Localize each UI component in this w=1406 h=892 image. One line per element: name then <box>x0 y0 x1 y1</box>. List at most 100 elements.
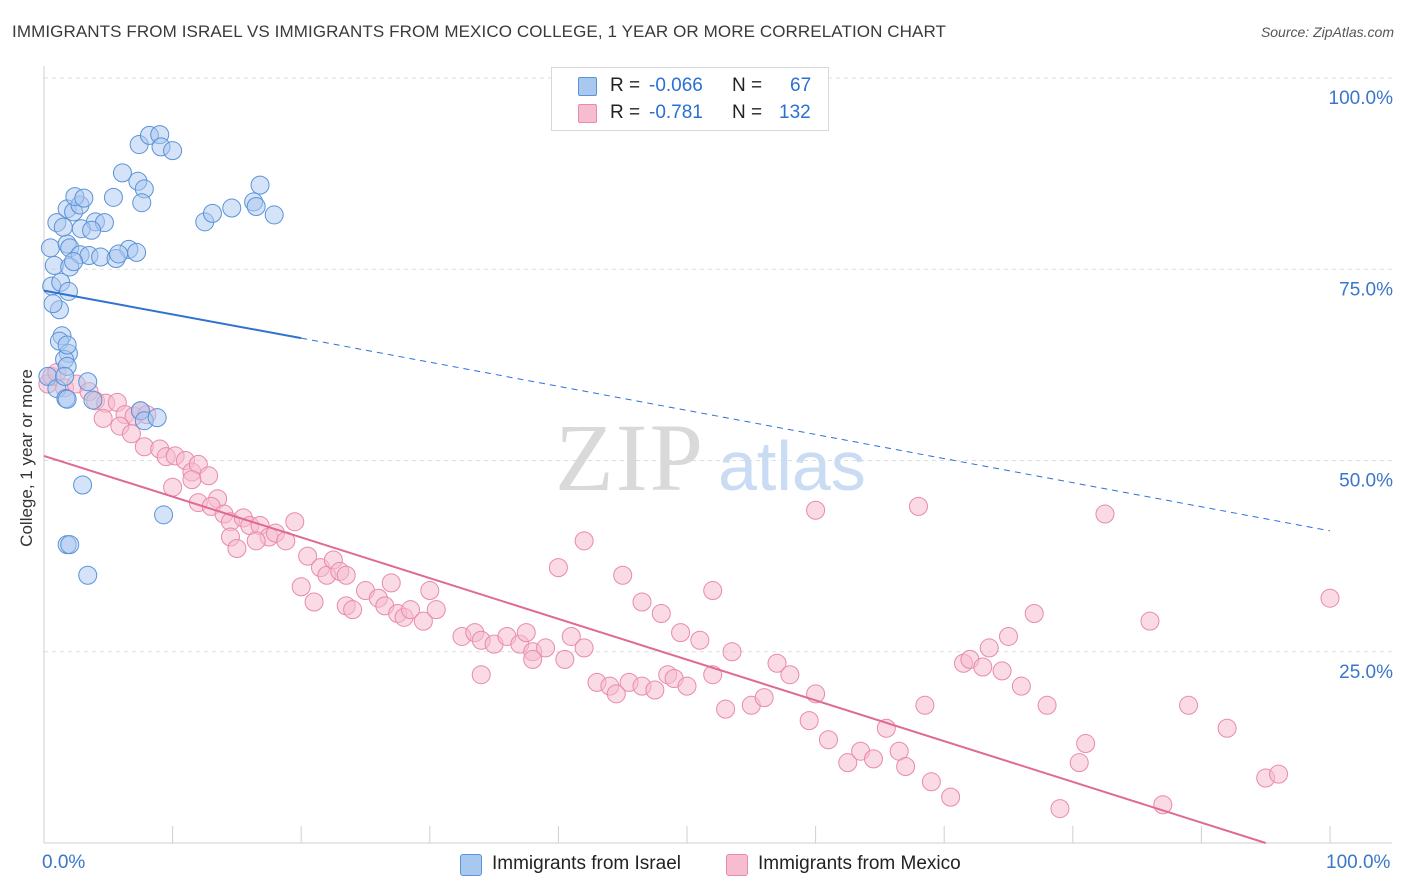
mexico-point <box>703 581 723 601</box>
mexico-point <box>979 638 999 658</box>
israel-point <box>202 203 222 223</box>
mexico-point <box>121 424 141 444</box>
mexico-point <box>921 772 941 792</box>
mexico-point <box>1050 799 1070 819</box>
mexico-point <box>182 470 202 490</box>
mexico-n-value: 132 <box>779 102 811 123</box>
mexico-point <box>1179 695 1199 715</box>
y-tick-label-25: 25.0% <box>1339 662 1393 683</box>
mexico-point <box>606 684 626 704</box>
israel-point <box>127 242 147 262</box>
axes <box>43 66 1392 844</box>
mexico-point <box>613 565 633 585</box>
mexico-point <box>863 749 883 769</box>
mexico-point <box>671 623 691 643</box>
israel-point <box>163 141 183 161</box>
mexico-point <box>555 649 575 669</box>
mexico-point <box>1076 734 1096 754</box>
watermark-zip: ZIP <box>555 404 705 511</box>
mexico-point <box>838 753 858 773</box>
israel-point <box>78 372 98 392</box>
mexico-point <box>1320 588 1340 608</box>
watermark-atlas: atlas <box>718 427 866 505</box>
mexico-point <box>651 604 671 623</box>
israel-legend-label: Immigrants from Israel <box>492 853 681 874</box>
israel-point <box>78 565 98 585</box>
israel-point <box>132 193 152 213</box>
mexico-point <box>999 626 1018 646</box>
israel-point <box>246 197 266 217</box>
mexico-point <box>163 477 183 497</box>
israel-r-label: R = <box>610 75 641 96</box>
israel-swatch <box>578 77 597 96</box>
mexico-r-label: R = <box>610 102 641 123</box>
israel-point <box>147 408 167 428</box>
y-tick-labels: 25.0% 50.0% 75.0% 100.0% <box>1329 88 1394 683</box>
x-tick-min: 0.0% <box>42 852 86 873</box>
chart-title: IMMIGRANTS FROM ISRAEL VS IMMIGRANTS FRO… <box>12 22 947 41</box>
israel-point <box>83 390 103 410</box>
mexico-point <box>420 581 440 601</box>
israel-n-label: N = <box>732 75 763 96</box>
mexico-point <box>548 558 568 578</box>
gridlines <box>44 77 1392 653</box>
y-tick-label-75: 75.0% <box>1339 279 1393 300</box>
mexico-point <box>896 757 916 776</box>
israel-point <box>264 205 284 225</box>
mexico-point <box>1069 753 1089 773</box>
mexico-point <box>227 538 247 558</box>
mexico-point <box>767 653 787 673</box>
watermark: ZIP atlas <box>555 404 866 511</box>
mexico-point <box>632 592 652 612</box>
mexico-point <box>992 661 1012 681</box>
mexico-point <box>413 611 433 631</box>
mexico-point <box>690 630 710 650</box>
israel-point <box>53 217 73 237</box>
mexico-point <box>1011 676 1031 696</box>
mexico-point <box>754 688 774 708</box>
mexico-point <box>915 695 935 715</box>
israel-point <box>73 475 93 495</box>
mexico-point <box>426 600 446 620</box>
mexico-point <box>381 573 401 593</box>
mexico-n-label: N = <box>732 102 763 123</box>
mexico-point <box>523 649 543 669</box>
trend-lines <box>43 289 1331 844</box>
israel-point <box>60 535 80 555</box>
mexico-point <box>298 546 318 566</box>
israel-point <box>58 281 78 301</box>
israel-point <box>222 198 242 218</box>
israel-point <box>250 175 270 195</box>
israel-n-value: 67 <box>790 75 812 96</box>
mexico-point <box>1037 695 1057 715</box>
y-tick-label-50: 50.0% <box>1339 471 1393 492</box>
mexico-point <box>561 626 581 646</box>
mexico-point <box>291 577 311 597</box>
mexico-point <box>401 600 421 620</box>
mexico-legend-label: Immigrants from Mexico <box>758 853 961 874</box>
israel-point <box>154 505 174 525</box>
y-tick-label-100: 100.0% <box>1329 88 1394 109</box>
mexico-point <box>199 466 219 486</box>
israel-point <box>57 389 77 409</box>
source-label: Source: ZipAtlas.com <box>1260 24 1394 40</box>
mexico-legend-swatch <box>726 854 748 876</box>
mexico-point <box>716 699 736 719</box>
mexico-point <box>818 730 838 750</box>
mexico-swatch <box>578 104 597 123</box>
mexico-point <box>285 512 305 532</box>
mexico-point <box>941 787 961 807</box>
israel-trend-dashed <box>301 337 1331 532</box>
israel-point <box>43 294 63 314</box>
mexico-point <box>973 657 993 677</box>
israel-trend-solid <box>43 289 302 340</box>
israel-point <box>40 238 60 258</box>
israel-point <box>55 366 75 386</box>
mexico-point <box>246 531 266 551</box>
israel-point <box>103 187 123 207</box>
israel-point <box>64 252 84 272</box>
mexico-point <box>516 623 536 643</box>
mexico-trend-line <box>43 454 1267 844</box>
mexico-point <box>1269 764 1289 784</box>
